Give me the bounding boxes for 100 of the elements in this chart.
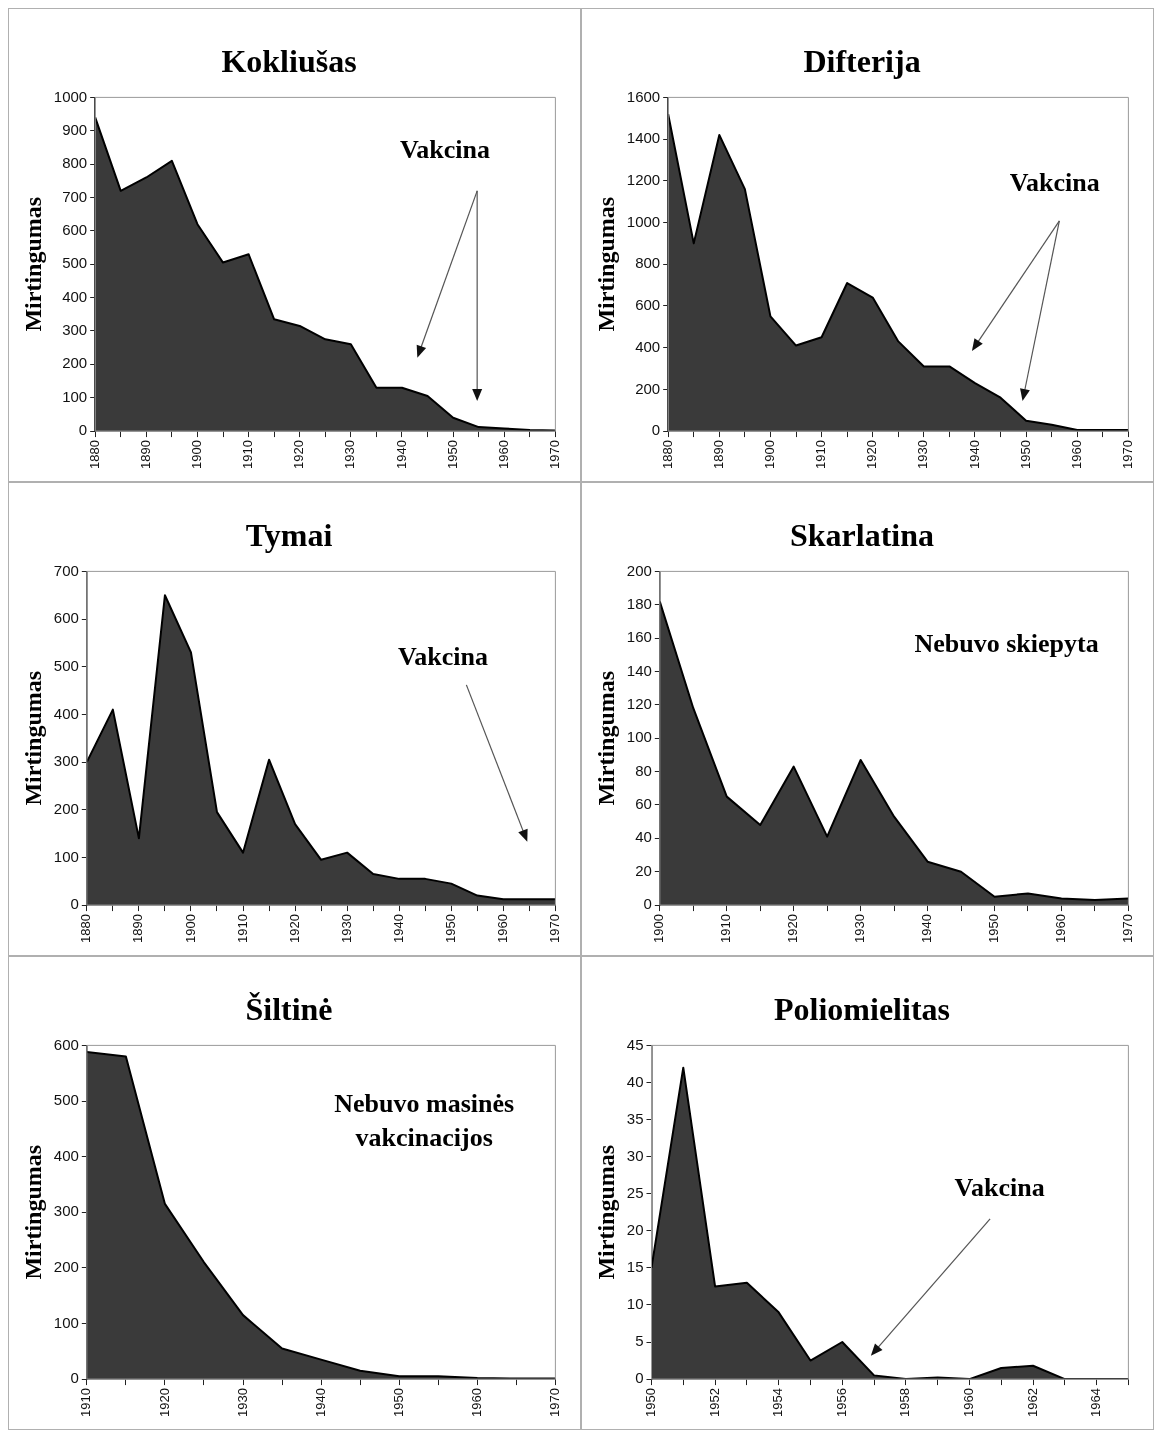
y-tick-label: 180	[626, 594, 652, 612]
y-tick-label: 200	[62, 354, 88, 372]
x-tick-label: 1960	[495, 440, 511, 469]
x-tick-label: 1952	[706, 1388, 722, 1417]
x-tick-label: 1970	[546, 440, 562, 469]
y-tick-label: 25	[626, 1183, 644, 1201]
y-tick-label: 80	[635, 761, 652, 779]
x-tick-label: 1880	[659, 440, 675, 469]
x-tick-label: 1930	[915, 440, 931, 469]
y-tick-label: 40	[626, 1072, 644, 1090]
y-tick-label: 200	[53, 799, 79, 817]
y-tick-label: 45	[626, 1035, 644, 1053]
y-axis-title: Mirtingumas	[19, 196, 46, 332]
x-tick-label: 1910	[240, 440, 256, 469]
y-axis-title: Mirtingumas	[19, 670, 46, 806]
x-tick-label: 1970	[1119, 914, 1135, 943]
annotation: Nebuvo skiepyta	[914, 628, 1099, 658]
y-tick-label: 35	[626, 1109, 644, 1127]
x-tick-label: 1930	[852, 914, 868, 943]
chart-title: Skarlatina	[789, 517, 935, 554]
y-tick-label: 400	[635, 337, 661, 355]
y-tick-label: 0	[70, 1369, 79, 1387]
y-tick-label: 300	[62, 321, 88, 339]
x-tick-label: 1900	[189, 440, 205, 469]
annotation: Vakcina	[397, 641, 488, 671]
x-tick-label: 1930	[338, 914, 354, 943]
x-tick-label: 1960	[1068, 440, 1084, 469]
x-tick-label: 1880	[78, 914, 94, 943]
chart-title: Tymai	[245, 517, 333, 554]
x-tick-label: 1960	[468, 1388, 484, 1417]
y-tick-label: 800	[635, 254, 661, 272]
y-tick-label: 800	[62, 154, 88, 172]
x-tick-label: 1950	[444, 440, 460, 469]
x-tick-label: 1890	[137, 440, 153, 469]
x-tick-label: 1920	[156, 1388, 172, 1417]
chart-title: Kokliušas	[221, 43, 357, 80]
y-tick-label: 0	[78, 421, 88, 439]
x-tick-label: 1920	[286, 914, 302, 943]
x-tick-label: 1970	[546, 914, 562, 943]
y-tick-label: 400	[62, 287, 88, 305]
y-tick-label: 600	[53, 609, 79, 627]
y-tick-label: 20	[626, 1220, 644, 1238]
x-tick-label: 1910	[234, 914, 250, 943]
y-tick-label: 0	[635, 1369, 644, 1387]
x-tick-label: 1930	[234, 1388, 250, 1417]
x-tick-label: 1940	[312, 1388, 328, 1417]
x-tick-label: 1950	[643, 1388, 659, 1417]
x-tick-label: 1930	[342, 440, 358, 469]
y-tick-label: 0	[651, 421, 661, 439]
x-tick-label: 1960	[1053, 914, 1069, 943]
chart-title: Poliomielitas	[774, 991, 950, 1028]
y-tick-label: 100	[53, 847, 79, 865]
y-tick-label: 1400	[626, 129, 661, 147]
x-tick-label: 1954	[770, 1388, 786, 1417]
x-tick-label: 1920	[291, 440, 307, 469]
x-tick-label: 1950	[1017, 440, 1033, 469]
x-tick-label: 1910	[718, 914, 734, 943]
y-tick-label: 30	[626, 1146, 644, 1164]
x-tick-label: 1890	[130, 914, 146, 943]
y-tick-label: 5	[635, 1332, 644, 1350]
y-tick-label: 160	[626, 628, 652, 646]
y-tick-label: 400	[53, 704, 79, 722]
x-tick-label: 1960	[494, 914, 510, 943]
x-tick-label: 1910	[78, 1388, 94, 1417]
chart-title: Šiltinė	[245, 991, 333, 1028]
x-tick-label: 1970	[1119, 440, 1135, 469]
y-tick-label: 100	[626, 728, 652, 746]
x-tick-label: 1958	[897, 1388, 913, 1417]
x-tick-label: 1900	[182, 914, 198, 943]
y-tick-label: 20	[635, 861, 652, 879]
x-tick-label: 1900	[651, 914, 667, 943]
chart-title: Difterija	[803, 43, 921, 80]
y-tick-label: 700	[62, 187, 88, 205]
y-tick-label: 600	[635, 296, 661, 314]
x-tick-label: 1890	[710, 440, 726, 469]
annotation: Vakcina	[1009, 167, 1100, 197]
y-tick-label: 1600	[626, 87, 661, 105]
x-tick-label: 1960	[961, 1388, 977, 1417]
y-tick-label: 400	[53, 1146, 79, 1164]
y-tick-label: 15	[626, 1257, 644, 1275]
y-axis-title: Mirtingumas	[592, 196, 619, 332]
y-tick-label: 900	[62, 120, 88, 138]
y-tick-label: 1000	[626, 212, 661, 230]
y-axis-title: Mirtingumas	[592, 1144, 619, 1280]
y-tick-label: 140	[626, 661, 652, 679]
x-tick-label: 1940	[966, 440, 982, 469]
x-tick-label: 1950	[390, 1388, 406, 1417]
annotation: Vakcina	[954, 1172, 1045, 1202]
y-tick-label: 200	[53, 1257, 79, 1275]
y-tick-label: 600	[62, 221, 88, 239]
y-tick-label: 10	[626, 1295, 644, 1313]
x-tick-label: 1964	[1088, 1388, 1104, 1417]
y-tick-label: 60	[635, 795, 652, 813]
x-tick-label: 1956	[833, 1388, 849, 1417]
x-tick-label: 1910	[813, 440, 829, 469]
y-tick-label: 1200	[626, 170, 661, 188]
y-tick-label: 100	[53, 1313, 79, 1331]
x-tick-label: 1920	[864, 440, 880, 469]
y-tick-label: 120	[626, 695, 652, 713]
x-tick-label: 1900	[762, 440, 778, 469]
